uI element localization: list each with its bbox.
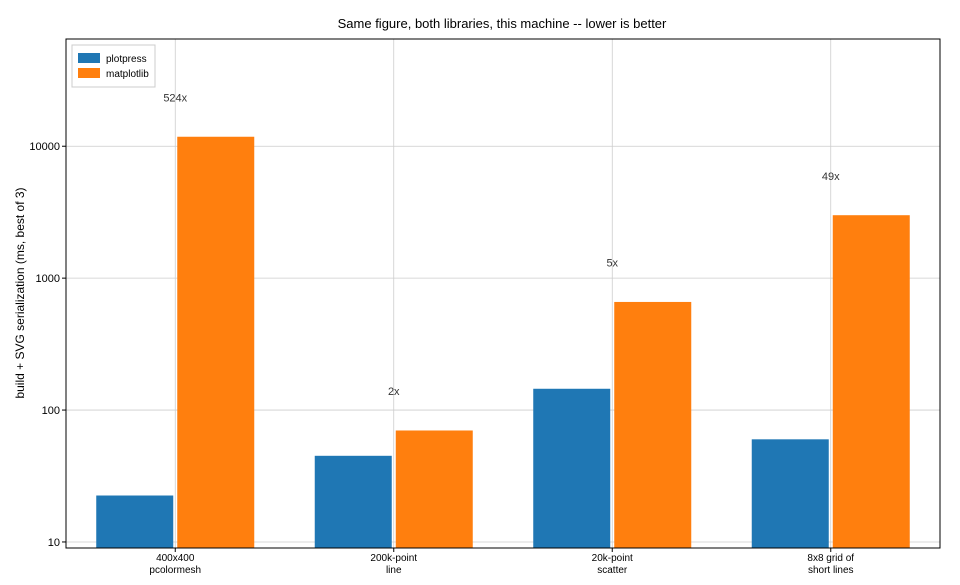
bar-plotpress bbox=[314, 455, 392, 548]
ratio-annotation: 49x bbox=[822, 171, 840, 183]
y-tick-label: 100 bbox=[42, 405, 60, 417]
x-tick-label: 200k-point line bbox=[370, 553, 417, 576]
bar-matplotlib bbox=[614, 301, 692, 548]
bar-matplotlib bbox=[832, 215, 910, 549]
y-tick-label: 1000 bbox=[36, 273, 60, 285]
legend-box bbox=[71, 44, 156, 88]
ratio-annotation: 524x bbox=[163, 93, 187, 105]
y-tick-label: 10 bbox=[48, 537, 60, 549]
legend: plotpress matplotlib bbox=[71, 44, 156, 88]
plot-frame bbox=[65, 38, 941, 549]
ratio-annotation: 2x bbox=[388, 386, 400, 398]
y-tick-label: 10000 bbox=[29, 141, 60, 153]
x-tick-label: 400x400 pcolormesh bbox=[149, 553, 201, 576]
bars bbox=[96, 136, 910, 549]
axes: 10 100 1000 10000 400x400 pcolormesh 200k-poin… bbox=[29, 38, 941, 576]
legend-swatch bbox=[78, 68, 100, 78]
ratio-annotation: 5x bbox=[606, 258, 618, 270]
bar-plotpress bbox=[96, 495, 174, 548]
y-axis-label: build + SVG serialization (ms, best of 3… bbox=[13, 187, 27, 398]
legend-label: plotpress bbox=[106, 54, 147, 65]
legend-swatch bbox=[78, 53, 100, 63]
bar-plotpress bbox=[533, 388, 611, 548]
bar-plotpress bbox=[751, 439, 829, 548]
x-tick-label: 20k-point scatter bbox=[592, 553, 633, 576]
bar-matplotlib bbox=[177, 136, 255, 548]
bar-matplotlib bbox=[395, 430, 473, 548]
legend-label: matplotlib bbox=[106, 69, 149, 80]
annotations: 524x 2x 5x 49x bbox=[163, 93, 840, 399]
x-tick-label: 8x8 grid of short lines bbox=[807, 553, 854, 576]
chart-title: Same figure, both libraries, this machin… bbox=[338, 16, 667, 31]
